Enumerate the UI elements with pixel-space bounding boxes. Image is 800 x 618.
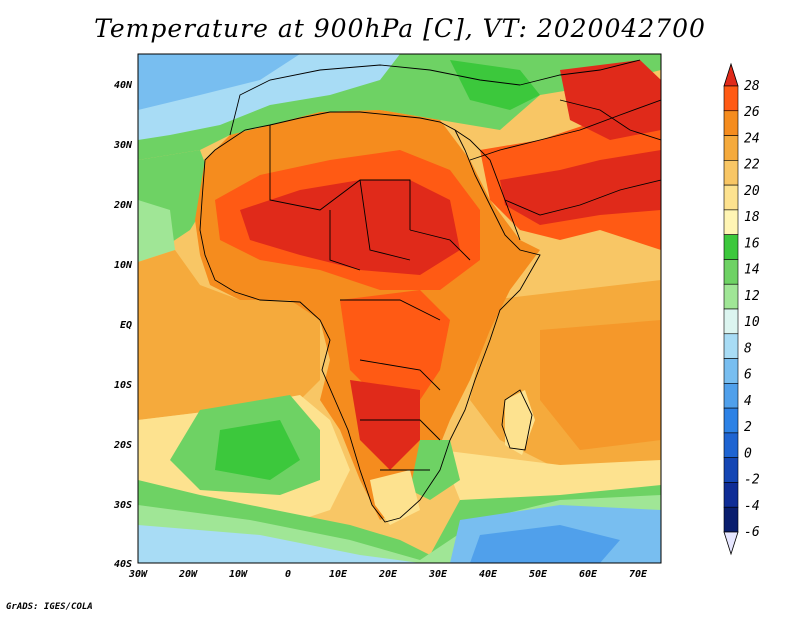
colorbar-label: 18 <box>744 210 760 225</box>
colorbar-label: -2 <box>744 473 760 488</box>
colorbar-swatch <box>723 209 739 235</box>
colorbar-bottom-arrow <box>723 531 739 556</box>
lon-tick-label: 10W <box>229 569 248 580</box>
lat-tick-label: 30S <box>113 500 132 511</box>
colorbar-swatch <box>723 333 739 359</box>
lat-tick-label: 40N <box>114 80 133 91</box>
temperature-field <box>138 54 661 563</box>
plot-frame <box>137 53 662 564</box>
colorbar-swatch <box>723 432 739 458</box>
colorbar-top-arrow <box>723 62 739 87</box>
lat-tick-label: 10S <box>114 380 132 391</box>
lon-tick-label: 70E <box>629 569 648 580</box>
colorbar-label: 20 <box>744 184 760 199</box>
colorbar-swatch <box>723 160 739 186</box>
lon-tick-label: 30W <box>128 569 148 580</box>
lat-tick-label: 30N <box>113 140 133 151</box>
lon-tick-label: 10E <box>329 569 348 580</box>
colorbar-label: 10 <box>744 315 760 330</box>
colorbar-swatch <box>723 110 739 136</box>
lat-tick-label: 10N <box>114 260 133 271</box>
colorbar-label: 28 <box>744 79 760 94</box>
colorbar-swatch <box>723 85 739 112</box>
lon-tick-label: 20W <box>178 569 198 580</box>
lon-tick-label: 0 <box>285 569 291 580</box>
colorbar-label: 2 <box>744 420 752 435</box>
map-title: Temperature at 900hPa [C], VT: 202004270… <box>94 14 706 43</box>
colorbar-label: -6 <box>744 525 760 540</box>
coastlines <box>199 59 661 523</box>
lon-tick-label: 30E <box>428 569 448 580</box>
colorbar-swatch <box>723 184 739 211</box>
colorbar-label: 24 <box>744 131 760 146</box>
lon-tick-label: 40E <box>479 569 498 580</box>
colorbar-swatch <box>723 407 739 434</box>
colorbar-label: 8 <box>744 341 752 356</box>
colorbar-label: 6 <box>744 368 752 383</box>
lon-tick-label: 50E <box>529 569 548 580</box>
colorbar-label: 16 <box>744 236 760 251</box>
colorbar-label: 12 <box>744 289 760 304</box>
lat-axis: 40N 30N 20N 10N EQ 10S 20S 30S 40S <box>113 80 133 570</box>
colorbar-label: 26 <box>744 105 760 120</box>
colorbar-swatch <box>723 383 739 409</box>
colorbar-label: 0 <box>744 446 752 461</box>
colorbar-label: 14 <box>744 263 760 278</box>
colorbar-label: 22 <box>744 158 760 173</box>
colorbar-swatch <box>723 506 739 533</box>
lon-tick-label: 60E <box>579 569 598 580</box>
colorbar-swatch <box>723 259 739 285</box>
colorbar-label: 4 <box>744 394 752 409</box>
colorbar-swatch <box>723 457 739 483</box>
colorbar-swatch <box>723 308 739 335</box>
lat-tick-label: EQ <box>120 320 132 331</box>
lat-tick-label: 40S <box>114 559 132 570</box>
colorbar-swatch <box>723 135 739 161</box>
credit-text: GrADS: IGES/COLA <box>6 602 93 612</box>
colorbar-swatch <box>723 234 739 260</box>
lon-tick-label: 20E <box>378 569 398 580</box>
colorbar-swatch <box>723 358 739 384</box>
lat-tick-label: 20S <box>113 440 132 451</box>
lon-axis: 30W 20W 10W 0 10E 20E 30E 40E 50E 60E 70… <box>128 569 648 580</box>
colorbar-swatch <box>723 482 739 508</box>
lat-tick-label: 20N <box>113 200 133 211</box>
colorbar-label: -4 <box>744 499 760 514</box>
colorbar-swatch <box>723 283 739 310</box>
